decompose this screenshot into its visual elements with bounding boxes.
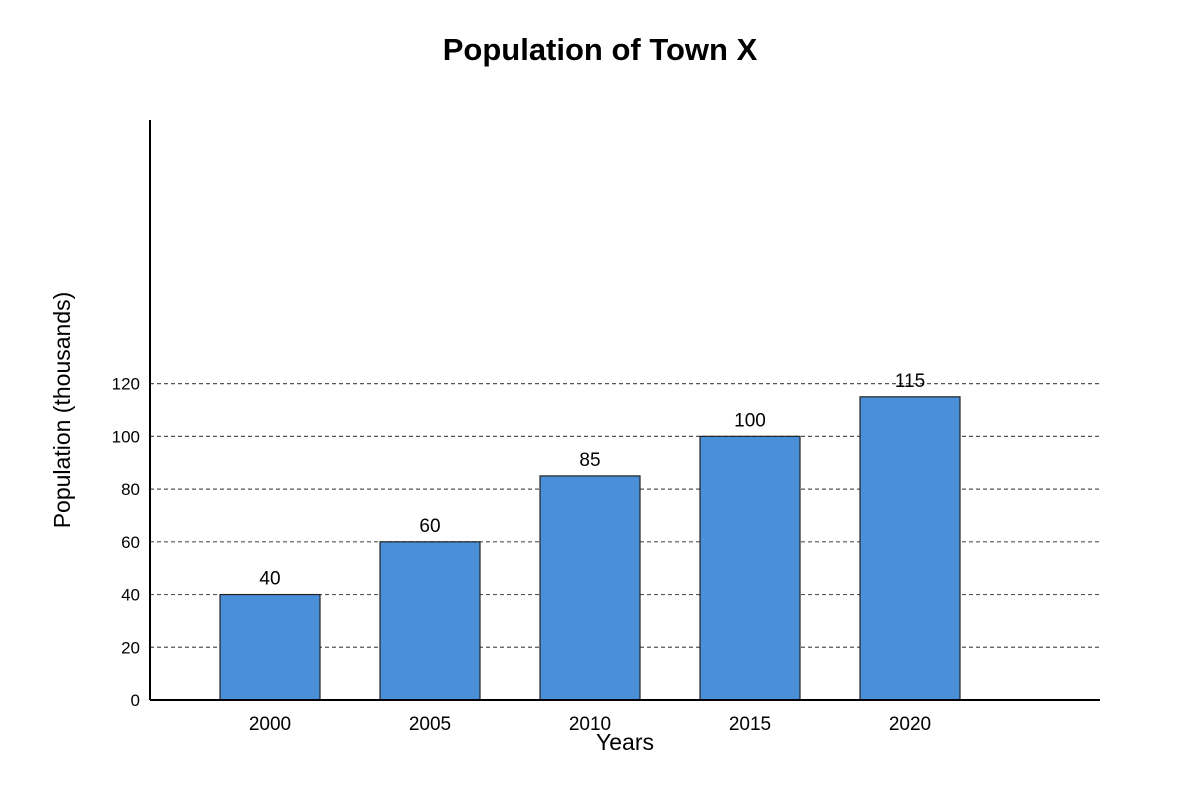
x-axis-title: Years (596, 729, 654, 755)
y-tick-labels: 0 20 40 60 80 100 120 (112, 375, 140, 710)
x-tick-label: 2000 (249, 714, 291, 735)
data-label: 85 (579, 450, 600, 471)
y-tick-label: 100 (112, 427, 140, 446)
data-label: 40 (259, 569, 280, 590)
x-tick-labels: 2000 2005 2010 2015 2020 (249, 714, 931, 735)
data-label: 60 (419, 516, 440, 537)
bar (859, 396, 961, 701)
x-tick-label: 2005 (409, 714, 451, 735)
x-tick-label: 2020 (889, 714, 931, 735)
x-tick-label: 2010 (569, 714, 611, 735)
bars (219, 396, 961, 701)
bar (379, 541, 481, 701)
bar (539, 475, 641, 701)
data-label: 100 (734, 410, 766, 431)
data-labels: 40 60 85 100 115 (259, 371, 925, 590)
bar (699, 435, 801, 701)
y-axis-title: Population (thousands) (49, 292, 75, 529)
y-tick-label: 40 (121, 586, 140, 605)
y-tick-label: 20 (121, 638, 140, 657)
chart-title: Population of Town X (443, 32, 758, 67)
bar (219, 593, 321, 701)
y-tick-label: 60 (121, 533, 140, 552)
y-tick-label: 120 (112, 375, 140, 394)
x-tick-label: 2015 (729, 714, 771, 735)
y-tick-label: 80 (121, 480, 140, 499)
y-tick-label: 0 (131, 691, 140, 710)
data-label: 115 (895, 371, 925, 392)
